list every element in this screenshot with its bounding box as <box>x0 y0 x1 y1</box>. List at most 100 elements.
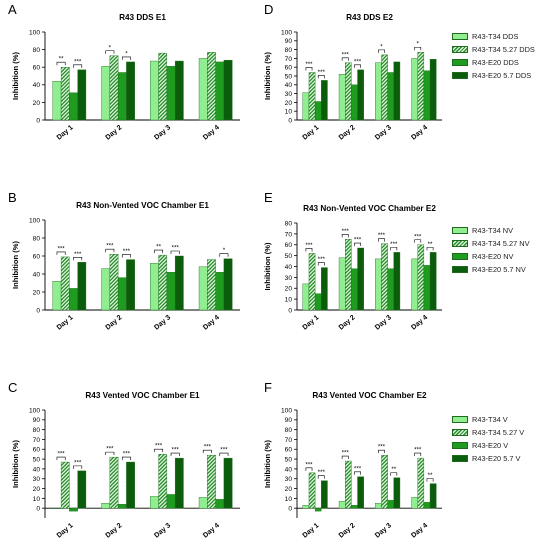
significance-bracket <box>121 254 131 258</box>
bar <box>393 477 401 509</box>
bar <box>117 277 127 311</box>
significance-bracket <box>378 49 385 53</box>
bar <box>375 258 382 311</box>
bar <box>429 59 437 121</box>
y-axis-label: Inhibition (%) <box>11 51 20 100</box>
panel-letter: B <box>8 190 17 205</box>
significance-bracket <box>56 251 66 255</box>
bar <box>174 60 184 121</box>
legend-item: R43-T34 5.27 V <box>452 426 538 439</box>
significance-label: *** <box>123 451 131 458</box>
y-tick-label: 50 <box>285 456 293 463</box>
bar <box>351 268 358 311</box>
significance-label: *** <box>123 248 131 255</box>
significance-bracket <box>121 56 131 60</box>
significance-label: *** <box>106 446 114 453</box>
significance-label: *** <box>414 233 422 240</box>
bar <box>423 70 431 121</box>
bar <box>223 457 233 509</box>
legend-item: R43-E20 DDS <box>452 56 538 69</box>
significance-label: *** <box>318 256 326 263</box>
significance-label: * <box>223 247 226 254</box>
y-tick-label: 50 <box>285 73 293 80</box>
y-tick-label: 0 <box>36 307 40 314</box>
bar <box>387 72 394 121</box>
significance-label: *** <box>342 450 350 457</box>
bar <box>357 69 364 121</box>
bar <box>52 281 62 311</box>
significance-bracket <box>121 456 131 461</box>
significance-bracket <box>305 248 313 252</box>
x-tick-label: Day 2 <box>338 522 357 539</box>
chart-panel-e: E R43 Non-Vented VOC Chamber E2 Inhibition… <box>263 190 442 332</box>
y-tick-label: 40 <box>33 82 41 89</box>
bar <box>351 505 358 509</box>
x-tick-label: Day 4 <box>202 124 221 141</box>
bar <box>381 243 388 311</box>
bar <box>150 263 159 311</box>
x-tick-label: Day 1 <box>56 124 75 141</box>
bar <box>321 267 328 311</box>
bar <box>174 255 184 311</box>
significance-bracket <box>426 247 434 251</box>
significance-label: *** <box>378 232 386 239</box>
significance-label: ** <box>59 56 64 63</box>
bar <box>302 505 310 509</box>
y-tick-label: 20 <box>285 286 293 293</box>
significance-label: *** <box>172 447 180 454</box>
bar <box>411 497 418 509</box>
bar <box>60 256 70 311</box>
legend-label: R43-T34 DDS <box>472 32 519 41</box>
y-tick-label: 20 <box>33 289 41 296</box>
significance-bracket <box>305 67 313 71</box>
x-tick-label: Day 2 <box>105 124 124 141</box>
bar <box>126 61 135 121</box>
bar <box>321 480 328 509</box>
bar <box>338 74 346 121</box>
bar <box>158 254 168 311</box>
y-tick-label: 20 <box>285 100 293 107</box>
bar <box>381 54 388 121</box>
bar <box>357 476 364 509</box>
bar <box>215 61 225 121</box>
y-tick-label: 60 <box>33 65 41 72</box>
legend-label: R43-E20 NV <box>472 252 514 261</box>
bar <box>198 266 208 311</box>
chart-title: R43 Non-Vented VOC Chamber E2 <box>303 204 436 213</box>
panel-letter: D <box>264 2 273 17</box>
bar <box>223 59 233 121</box>
significance-label: *** <box>318 69 326 76</box>
significance-label: *** <box>378 444 386 451</box>
bar <box>69 507 78 512</box>
y-tick-label: 80 <box>285 47 293 54</box>
x-tick-label: Day 3 <box>374 522 393 539</box>
bar <box>52 81 62 121</box>
significance-label: *** <box>74 251 82 258</box>
significance-bracket <box>73 465 83 469</box>
y-tick-label: 40 <box>285 466 293 473</box>
bar <box>338 257 346 311</box>
bar <box>314 101 322 121</box>
bar <box>417 244 425 311</box>
significance-bracket <box>317 75 325 79</box>
y-tick-label: 70 <box>285 56 293 63</box>
legend-swatch <box>452 253 468 260</box>
legend-label: R43-T34 5.27 NV <box>472 239 530 248</box>
chart-title: R43 Vented VOC Chamber E2 <box>312 391 427 400</box>
significance-label: *** <box>390 241 398 248</box>
bar <box>345 460 352 509</box>
y-tick-label: 90 <box>285 38 293 45</box>
bar <box>126 259 135 311</box>
legend-item: R43-T34 NV <box>452 224 538 237</box>
legend-swatch <box>452 442 468 449</box>
x-tick-label: Day 1 <box>56 314 75 331</box>
significance-bracket <box>354 64 361 68</box>
bar <box>126 461 135 509</box>
legend-swatch <box>452 240 468 247</box>
legend-item: R43-E20 5.7 DDS <box>452 69 538 82</box>
significance-label: *** <box>414 447 422 454</box>
significance-bracket <box>354 471 361 475</box>
y-tick-label: 60 <box>33 253 41 260</box>
y-tick-label: 10 <box>285 109 293 116</box>
bar <box>302 283 310 311</box>
